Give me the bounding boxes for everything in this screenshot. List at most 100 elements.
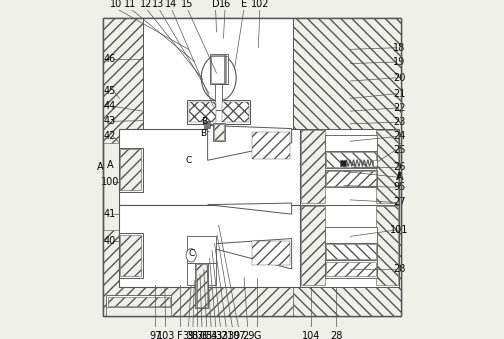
Bar <box>325 243 377 260</box>
Text: 44: 44 <box>104 101 116 112</box>
Text: 102: 102 <box>250 0 269 9</box>
Text: C: C <box>185 156 192 165</box>
Bar <box>143 18 293 128</box>
Bar <box>120 235 141 276</box>
Text: A: A <box>396 172 403 182</box>
Bar <box>213 123 225 141</box>
Text: 14: 14 <box>165 0 177 9</box>
Bar <box>195 263 208 308</box>
Bar <box>103 18 293 143</box>
Bar <box>188 102 216 122</box>
Bar <box>187 236 216 263</box>
Text: 41: 41 <box>104 209 116 219</box>
Bar <box>252 132 290 159</box>
Bar <box>373 160 376 166</box>
Bar <box>252 241 290 265</box>
Text: C: C <box>188 248 194 258</box>
Text: 30: 30 <box>227 331 240 339</box>
Text: 18: 18 <box>393 43 406 53</box>
Bar <box>299 205 399 287</box>
Bar <box>293 18 401 143</box>
Bar <box>211 55 226 83</box>
Bar <box>119 205 299 287</box>
Bar <box>187 263 216 285</box>
Text: 28: 28 <box>330 331 342 339</box>
Text: F: F <box>177 331 182 339</box>
Bar <box>327 152 375 166</box>
Bar <box>119 128 299 205</box>
Bar <box>204 121 210 128</box>
Text: 15: 15 <box>181 0 193 9</box>
Bar <box>301 130 325 203</box>
Text: 37: 37 <box>192 331 204 339</box>
Bar <box>325 227 377 243</box>
Ellipse shape <box>186 249 196 262</box>
Bar <box>103 230 293 316</box>
Text: 31: 31 <box>221 331 233 339</box>
Text: 16: 16 <box>219 0 231 9</box>
Text: 13: 13 <box>152 0 165 9</box>
Text: 22: 22 <box>393 103 406 113</box>
Text: G: G <box>253 331 261 339</box>
Bar <box>106 307 171 316</box>
Text: 10: 10 <box>109 0 122 9</box>
Bar <box>325 260 377 278</box>
Text: 103: 103 <box>157 331 175 339</box>
Polygon shape <box>208 125 292 160</box>
Text: A: A <box>97 162 103 172</box>
Text: A: A <box>397 172 404 182</box>
Bar <box>375 206 398 285</box>
Bar <box>215 83 222 109</box>
Text: B⁻: B⁻ <box>200 129 211 138</box>
Text: 97: 97 <box>149 331 161 339</box>
Bar <box>375 130 398 203</box>
Text: B: B <box>201 117 207 126</box>
Text: 36: 36 <box>196 331 208 339</box>
Text: 43: 43 <box>104 116 116 126</box>
Bar <box>327 172 375 186</box>
Polygon shape <box>208 203 292 214</box>
Text: D: D <box>212 0 219 9</box>
Ellipse shape <box>201 55 236 101</box>
Text: 100: 100 <box>101 177 119 187</box>
Bar <box>196 264 207 307</box>
Bar <box>119 233 143 278</box>
Text: 21: 21 <box>393 89 406 99</box>
Bar <box>299 128 399 205</box>
Text: 26: 26 <box>393 162 406 172</box>
Text: 11: 11 <box>124 0 136 9</box>
Text: 32: 32 <box>215 331 227 339</box>
Text: 33: 33 <box>210 331 223 339</box>
Text: 28: 28 <box>393 264 406 274</box>
Bar <box>108 297 169 306</box>
Text: 19: 19 <box>393 57 406 67</box>
Text: 97: 97 <box>234 331 246 339</box>
Text: 104: 104 <box>301 331 320 339</box>
Bar <box>210 54 228 84</box>
Bar <box>325 170 377 187</box>
Text: 46: 46 <box>104 54 116 64</box>
Text: 35: 35 <box>201 331 213 339</box>
Text: E: E <box>241 0 247 9</box>
Bar <box>325 151 377 168</box>
Bar <box>327 244 375 259</box>
Bar <box>120 149 141 191</box>
Text: 24: 24 <box>393 132 406 141</box>
Bar <box>106 295 171 308</box>
Bar <box>222 102 249 122</box>
Text: 45: 45 <box>104 85 116 96</box>
Bar <box>214 124 224 140</box>
Text: 25: 25 <box>393 145 406 155</box>
Text: 29: 29 <box>242 331 255 339</box>
Text: 39: 39 <box>182 331 194 339</box>
Text: A: A <box>107 160 113 170</box>
Text: 27: 27 <box>393 197 406 207</box>
Bar <box>325 135 377 151</box>
Text: 40: 40 <box>104 236 116 246</box>
Text: 42: 42 <box>104 132 116 141</box>
Text: 20: 20 <box>393 73 406 83</box>
Bar <box>340 160 346 166</box>
Text: 34: 34 <box>206 331 218 339</box>
Bar <box>301 206 325 285</box>
Bar <box>119 147 143 192</box>
